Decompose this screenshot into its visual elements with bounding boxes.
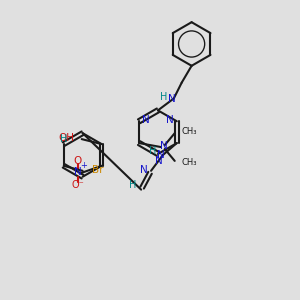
Text: H: H	[160, 92, 168, 101]
Text: N: N	[140, 165, 148, 175]
Text: N: N	[155, 156, 163, 166]
Text: N: N	[157, 150, 165, 160]
Text: N: N	[168, 94, 176, 104]
Text: +: +	[80, 161, 87, 170]
Text: N: N	[74, 167, 82, 177]
Text: CH₃: CH₃	[182, 158, 197, 167]
Text: H: H	[128, 180, 136, 190]
Text: N: N	[160, 141, 168, 151]
Text: Br: Br	[92, 165, 104, 175]
Text: O: O	[74, 156, 82, 166]
Text: H: H	[149, 146, 157, 156]
Text: H: H	[60, 134, 68, 144]
Text: OH: OH	[59, 133, 75, 143]
Text: O⁻: O⁻	[71, 180, 84, 190]
Text: N: N	[142, 115, 150, 125]
Text: N: N	[166, 115, 174, 125]
Text: CH₃: CH₃	[182, 127, 197, 136]
